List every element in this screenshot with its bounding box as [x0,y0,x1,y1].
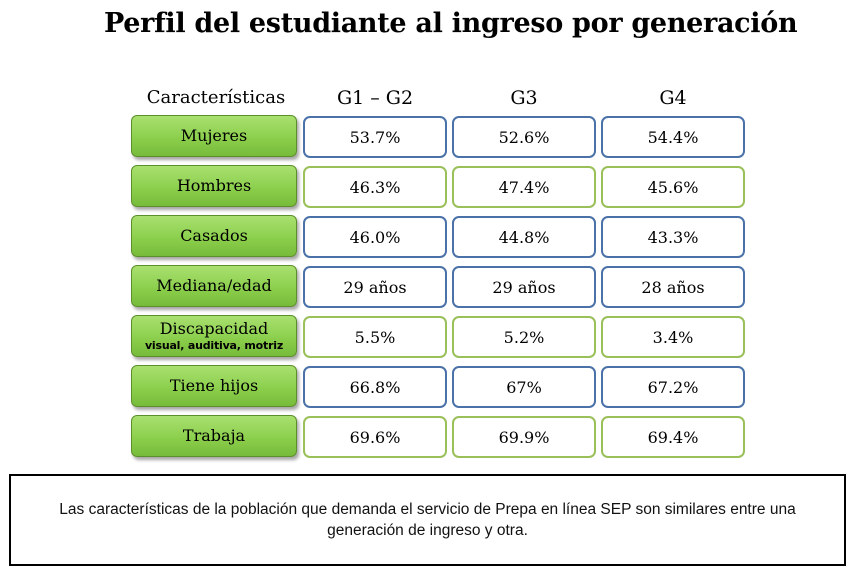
header-column-3: G4 [659,87,687,109]
table-cell: 3.4% [601,316,745,358]
table-cell: 44.8% [452,216,596,258]
table-cell: 45.6% [601,166,745,208]
row-label-text: Hombres [176,176,252,195]
row-label-text: Tiene hijos [169,376,259,395]
row-label-text: Mediana/edad [156,276,272,295]
table-cell: 29 años [452,266,596,308]
header-caracteristicas: Características [146,87,286,108]
row-label-0: Mujeres [131,115,297,157]
table-cell: 67% [452,366,596,408]
row-label-6: Trabaja [131,415,297,457]
row-label-1: Hombres [131,165,297,207]
row-label-5: Tiene hijos [131,365,297,407]
row-label-text: Casados [180,226,248,245]
row-sublabel-text: visual, auditiva, motriz [144,339,284,352]
row-label-4: Discapacidad visual, auditiva, motriz [131,315,297,357]
header-column-1: G1 – G2 [336,87,414,109]
table-cell: 67.2% [601,366,745,408]
row-label-text: Trabaja [182,426,246,445]
table-cell: 28 años [601,266,745,308]
table-cell: 53.7% [303,116,447,158]
table-cell: 52.6% [452,116,596,158]
table-cell: 69.9% [452,416,596,458]
header-column-2: G3 [510,87,538,109]
table-cell: 46.3% [303,166,447,208]
table-cell: 47.4% [452,166,596,208]
table-cell: 54.4% [601,116,745,158]
table-cell: 69.6% [303,416,447,458]
page-title: Perfil del estudiante al ingreso por gen… [104,8,798,39]
table-cell: 69.4% [601,416,745,458]
row-label-text: Discapacidad [159,319,269,338]
table-cell: 66.8% [303,366,447,408]
row-label-2: Casados [131,215,297,257]
table-cell: 29 años [303,266,447,308]
table-cell: 5.5% [303,316,447,358]
conclusion-note: Las características de la población que … [9,474,846,566]
row-label-3: Mediana/edad [131,265,297,307]
table-cell: 46.0% [303,216,447,258]
row-label-text: Mujeres [180,126,248,145]
table-cell: 43.3% [601,216,745,258]
table-cell: 5.2% [452,316,596,358]
